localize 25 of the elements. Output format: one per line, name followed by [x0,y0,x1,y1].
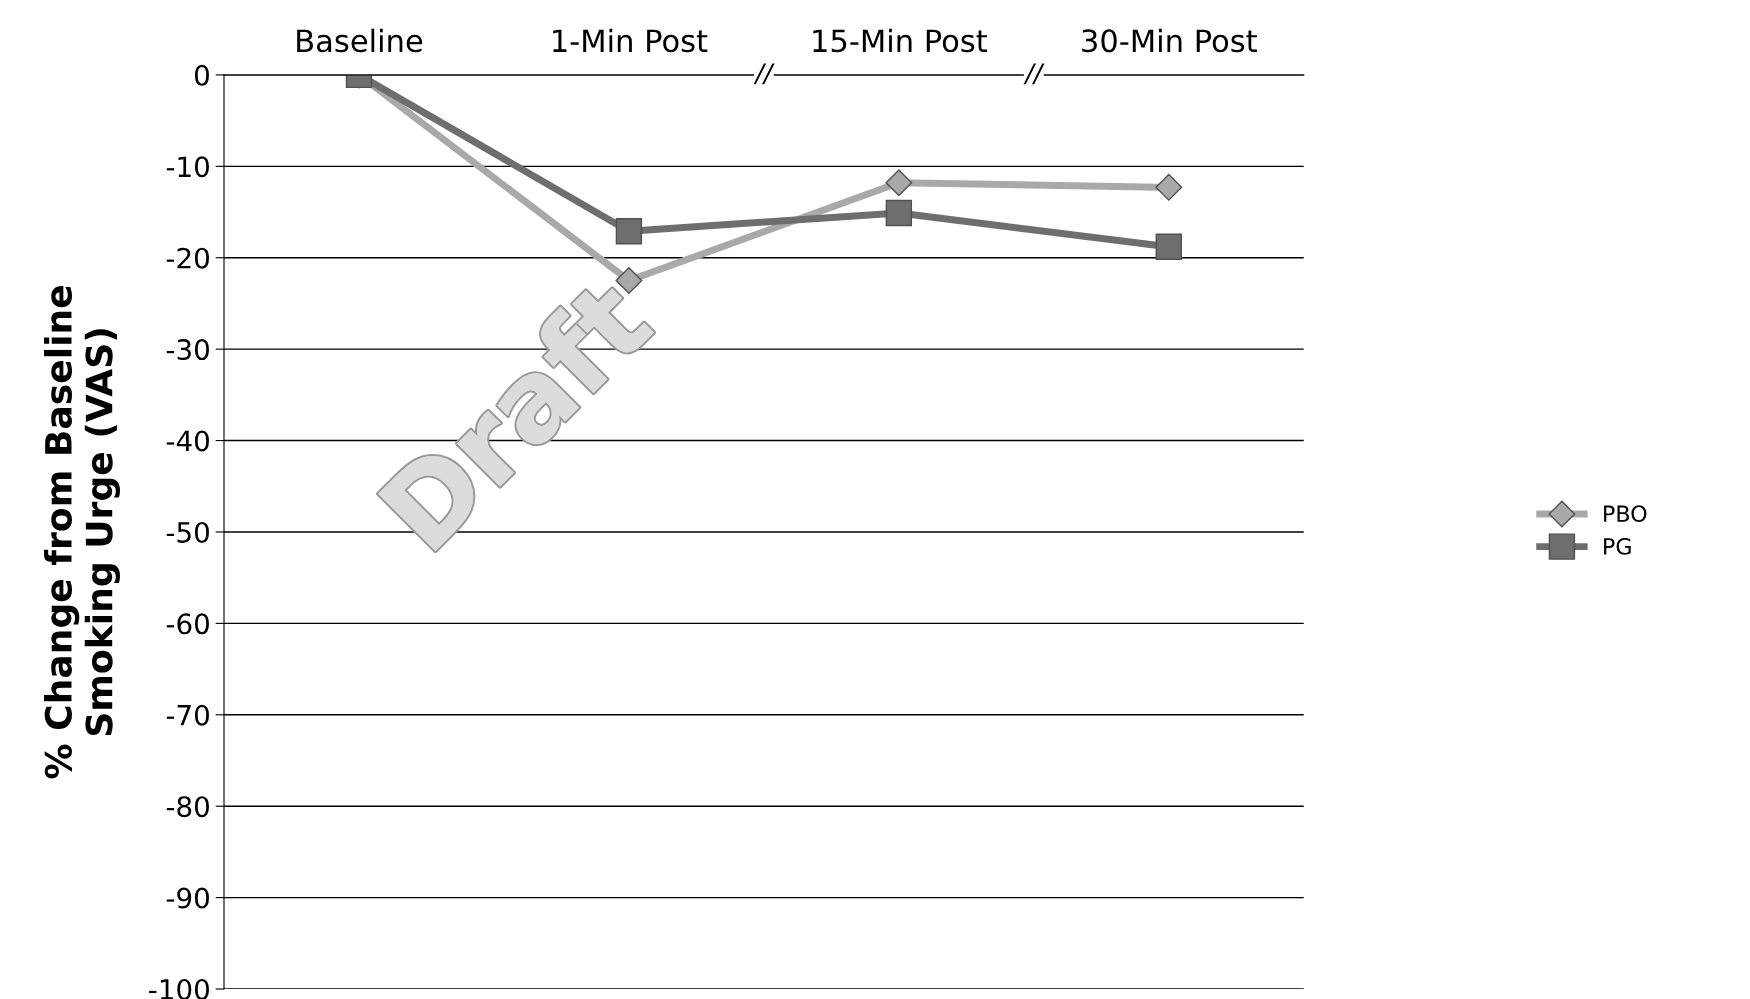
x-tick-label: 30-Min Post [1082,28,1257,53]
y-tick-label: -80 [166,796,209,818]
point [1155,173,1183,201]
y-tick-label: 0 [194,64,209,86]
y-tick-label: -70 [166,704,209,726]
y-tick-label: -60 [166,613,209,635]
legend-label: PBO [1604,505,1647,523]
y-tick-label: -10 [166,156,209,178]
legend-label: PG [1604,537,1631,555]
x-tick-label: 1-Min Post [553,28,708,53]
y-tick-label: -20 [166,247,209,269]
y-tick-label: -100 [149,978,209,999]
point [885,169,913,197]
point [615,218,643,245]
y-tick-label: -50 [166,521,209,543]
annotation: // [753,63,775,85]
y-tick-label: -40 [166,430,209,452]
x-tick-label: Baseline [297,28,423,53]
point [1155,233,1182,260]
point [885,199,913,227]
y-tick-label: -90 [166,887,209,909]
y-axis-title: % Change from Baseline Smoking Urge (VAS) [44,286,120,779]
x-tick-label: 15-Min Post [813,28,987,53]
y-tick-label: -30 [166,339,209,361]
annotation: // [1023,63,1045,85]
